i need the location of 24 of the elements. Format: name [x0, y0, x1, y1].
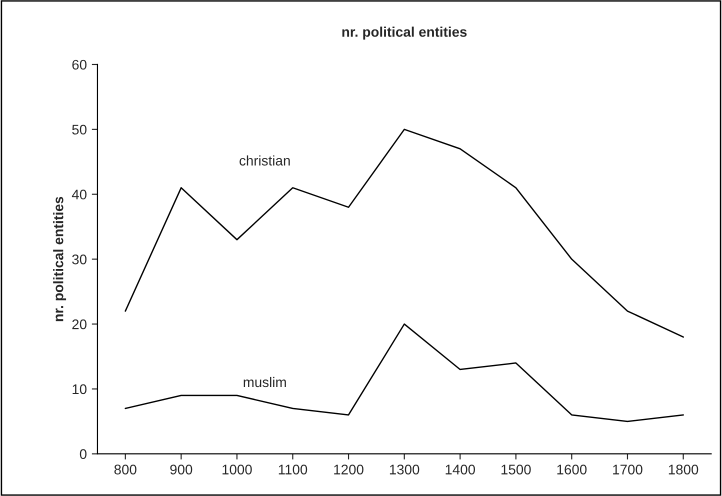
y-tick-label: 0 [80, 449, 87, 460]
y-tick-label: 20 [72, 319, 87, 330]
x-tick-label: 1500 [502, 464, 531, 474]
line-series [124, 128, 684, 338]
series-label: muslim [244, 376, 286, 388]
x-tick-label: 1800 [668, 464, 698, 474]
x-tick-label: 1200 [334, 464, 364, 474]
x-tick-label: 1000 [222, 464, 252, 474]
y-tick-label: 30 [72, 254, 87, 264]
x-tick-label: 800 [114, 464, 136, 474]
x-tick-label: 1700 [613, 464, 642, 474]
series-label: christian [240, 155, 290, 166]
y-tick-label: 50 [72, 124, 87, 135]
line-series [124, 323, 684, 422]
y-tick-label: 40 [72, 190, 87, 200]
y-tick-label: 10 [72, 384, 87, 394]
x-tick-label: 1100 [278, 464, 308, 474]
y-tick-label: 60 [72, 60, 87, 70]
x-tick-label: 1600 [557, 464, 587, 474]
y-axis-title: nr. political entities [53, 196, 66, 322]
x-tick-label: 900 [170, 464, 192, 474]
x-tick-label: 1400 [446, 464, 476, 474]
x-tick-label: 1300 [390, 464, 420, 474]
chart-title: nr. political entities [342, 26, 467, 40]
